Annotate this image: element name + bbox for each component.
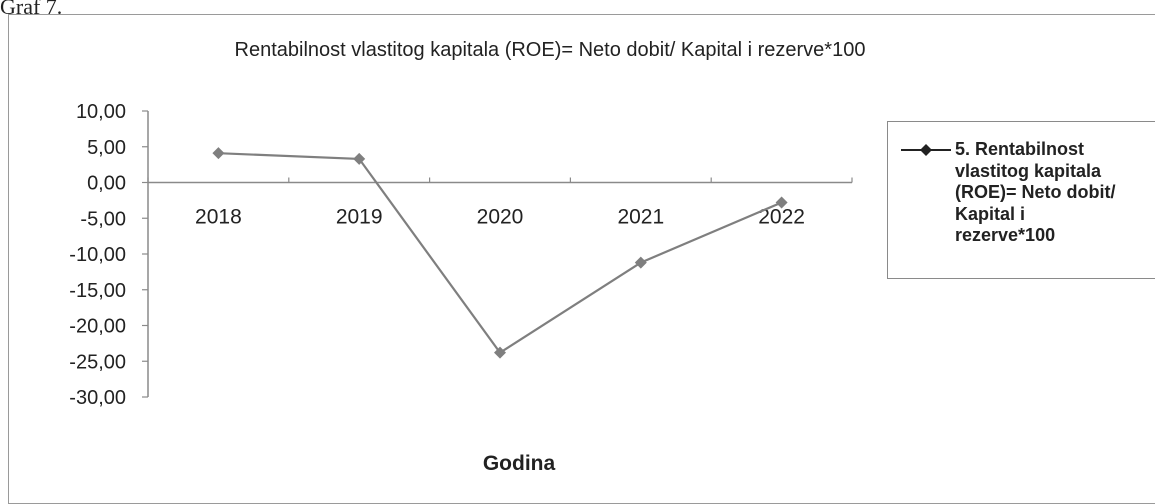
x-axis: 2018 2019 2020 2021 2022: [147, 177, 853, 229]
legend: 5. Rentabilnost vlastitog kapitala (ROE)…: [887, 121, 1155, 279]
x-tick-label: 2019: [336, 206, 383, 229]
data-point-marker: [634, 256, 647, 269]
y-tick-label: 10,00: [76, 101, 126, 123]
y-tick-label: -25,00: [69, 351, 126, 373]
y-tick-label: 0,00: [87, 173, 126, 195]
data-point-marker: [494, 346, 506, 359]
series-layer: [212, 147, 788, 359]
legend-series-symbol: [901, 144, 951, 156]
y-tick-label: -30,00: [69, 387, 126, 409]
y-axis: 10,00 5,00 0,00 -5,00 -10,00 -15,00 -20,00 -25,…: [69, 101, 149, 409]
y-tick-label: -20,00: [69, 316, 126, 338]
x-tick-label: 2020: [477, 206, 524, 229]
legend-series-label: 5. Rentabilnost vlastitog kapitala (ROE)…: [955, 139, 1116, 245]
y-tick-label: 5,00: [87, 137, 126, 159]
x-axis-title: Godina: [483, 452, 556, 475]
data-point-marker: [775, 196, 788, 209]
chart-title: Rentabilnost vlastitog kapitala (ROE)= N…: [235, 39, 866, 61]
y-tick-label: -15,00: [69, 280, 126, 302]
x-tick-label: 2021: [617, 206, 664, 229]
x-tick-label: 2022: [758, 206, 805, 229]
y-tick-label: -10,00: [69, 244, 126, 266]
x-tick-label: 2018: [195, 206, 242, 229]
data-point-marker: [353, 152, 366, 165]
data-point-marker: [212, 147, 225, 160]
y-tick-label: -5,00: [80, 208, 126, 230]
